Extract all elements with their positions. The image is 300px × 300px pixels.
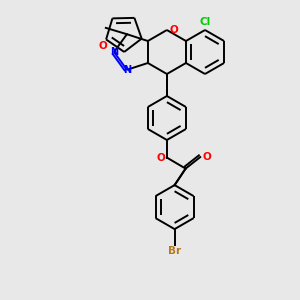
Text: N: N bbox=[123, 65, 131, 75]
Text: N: N bbox=[110, 47, 118, 57]
Text: Cl: Cl bbox=[200, 17, 211, 27]
Text: O: O bbox=[99, 41, 107, 51]
Text: O: O bbox=[203, 152, 212, 161]
Text: O: O bbox=[156, 153, 165, 163]
Text: Br: Br bbox=[168, 247, 181, 256]
Text: O: O bbox=[170, 25, 178, 35]
